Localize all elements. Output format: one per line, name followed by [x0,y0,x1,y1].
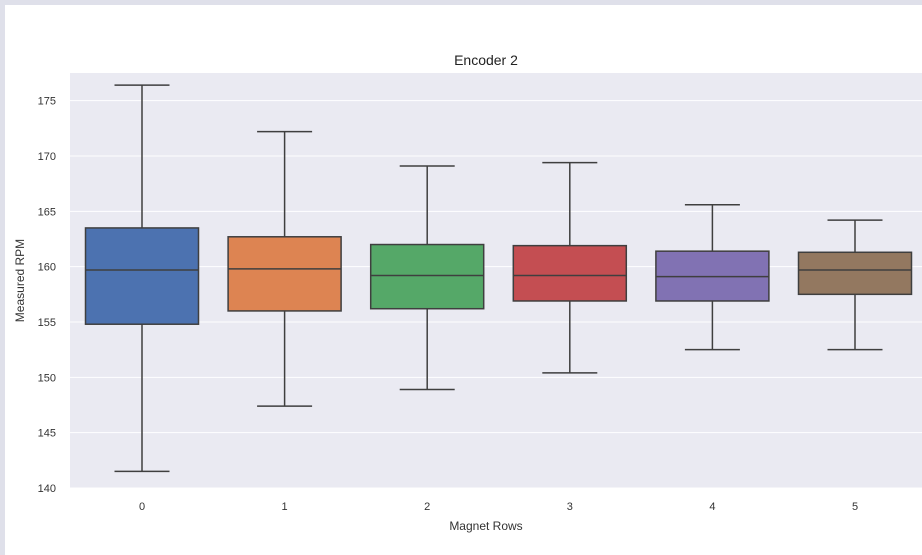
iqr-box [369,243,485,310]
y-tick-label: 145 [38,428,56,440]
x-axis-ticks: 0 1 2 3 4 5 [139,501,858,513]
x-tick-label: 4 [709,501,715,513]
x-tick-label: 1 [282,501,288,513]
box-series [84,84,913,473]
y-axis-ticks: 140 145 150 155 160 165 170 175 [38,96,56,495]
x-tick-label: 3 [567,501,573,513]
iqr-box [512,244,628,302]
x-tick-label: 5 [852,501,858,513]
box-5 [797,219,913,351]
y-tick-label: 150 [38,372,56,384]
y-tick-label: 165 [38,206,56,218]
box-1 [227,130,342,407]
iqr-box [797,251,913,296]
x-axis-label: Magnet Rows [449,519,522,533]
y-tick-label: 155 [38,317,56,329]
y-tick-label: 160 [38,262,56,274]
x-tick-label: 0 [139,501,145,513]
grid-lines [70,100,922,489]
box-4 [655,203,770,351]
chart-title: Encoder 2 [454,52,518,68]
y-tick-label: 175 [38,96,56,108]
box-2 [369,165,485,391]
y-tick-label: 140 [38,483,56,495]
iqr-box [84,227,200,325]
box-3 [512,161,628,374]
box-0 [84,84,200,473]
y-tick-label: 170 [38,151,56,163]
plot-area [70,73,922,488]
iqr-box [227,236,342,312]
x-tick-label: 2 [424,501,430,513]
y-axis-label: Measured RPM [13,239,27,322]
